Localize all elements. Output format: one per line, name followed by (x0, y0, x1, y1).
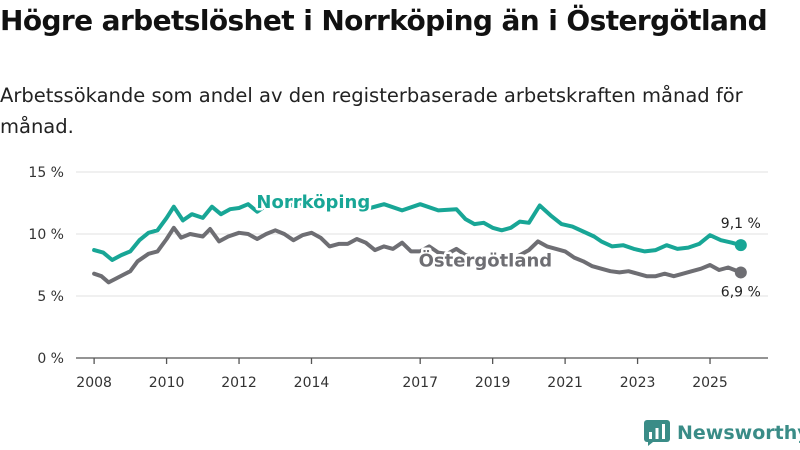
newsworthy-logo-icon (644, 420, 670, 446)
x-tick-label: 2014 (294, 375, 330, 391)
x-tick-label: 2010 (149, 375, 185, 391)
x-tick-label: 2017 (402, 375, 438, 391)
series-end-label: 6,9 % (721, 284, 761, 300)
x-tick-label: 2021 (547, 375, 583, 391)
x-tick-label: 2012 (221, 375, 257, 391)
chart-subtitle: Arbetssökande som andel av den registerb… (0, 84, 743, 138)
y-tick-label: 10 % (28, 227, 64, 243)
series-line--sterg-tland (92, 225, 743, 285)
series-label: Östergötland (419, 249, 553, 271)
series-line-norrk-ping (92, 198, 743, 262)
x-tick-label: 2025 (692, 375, 728, 391)
x-tick-label: 2023 (620, 375, 656, 391)
brand-name: Newsworthy (677, 422, 800, 444)
x-tick-label: 2019 (475, 375, 511, 391)
y-tick-label: 0 % (37, 351, 64, 367)
line-chart: 0 % 5 % 10 % 15 % 2008 2010 2012 2014 2017 2019 20… (28, 165, 768, 391)
y-tick-label: 5 % (37, 289, 64, 305)
series-end-marker (734, 266, 747, 279)
series-end-marker (734, 239, 747, 252)
chart-title: Högre arbetslöshet i Norrköping än i Öst… (0, 4, 768, 37)
x-tick-label: 2008 (76, 375, 112, 391)
series-end-label: 9,1 % (721, 216, 761, 232)
brand: Newsworthy (644, 418, 800, 448)
y-tick-label: 15 % (28, 165, 64, 181)
series-label: Norrköping (256, 192, 370, 213)
